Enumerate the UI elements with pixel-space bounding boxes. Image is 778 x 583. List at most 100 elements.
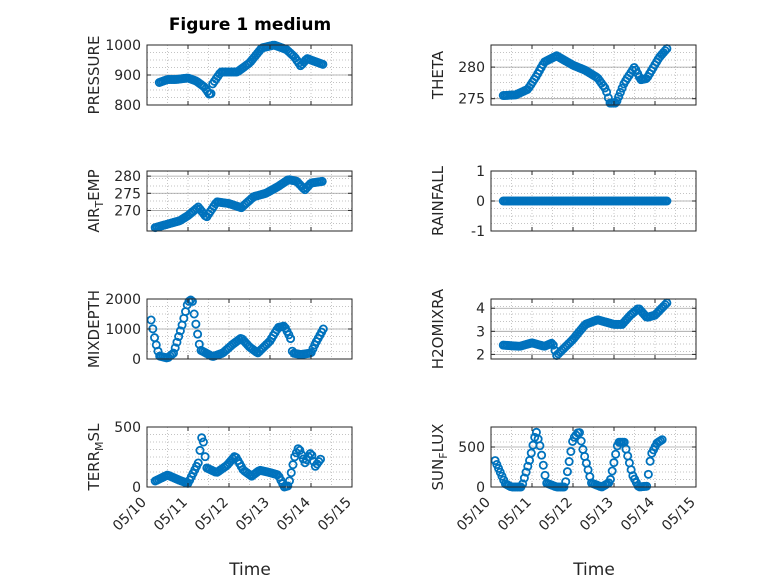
y-tick-label: -1: [471, 224, 485, 240]
y-tick-label: 280: [114, 169, 141, 185]
y-axis-label: THETA: [429, 50, 447, 100]
data-point: [191, 319, 201, 329]
data-point: [607, 466, 617, 476]
y-axis-label: MIXDEPTH: [85, 290, 103, 368]
data-point: [548, 340, 558, 350]
data-point: [562, 467, 572, 477]
y-tick-label: 4: [476, 301, 485, 317]
data-point: [187, 296, 197, 306]
data-point: [526, 448, 536, 458]
x-tick-label: 05/14: [618, 494, 658, 534]
data-point: [566, 446, 576, 456]
data-point: [643, 469, 653, 479]
y-tick-label: 280: [458, 60, 485, 76]
x-tick-label: 05/15: [659, 495, 699, 535]
data-point: [305, 449, 315, 459]
data-point: [561, 477, 571, 487]
x-tick-label: 05/12: [536, 495, 576, 535]
axes-frame: [490, 426, 697, 488]
data-point: [167, 350, 177, 360]
y-tick-label: 0: [476, 480, 485, 496]
data-point: [611, 449, 621, 459]
y-tick-label: 1000: [105, 38, 141, 54]
data-point: [318, 324, 328, 334]
y-axis-label: AIRTEMP: [85, 169, 106, 232]
x-tick-label: 05/11: [495, 495, 535, 535]
data-point: [537, 450, 547, 460]
y-axis-label: RAINFALL: [429, 165, 447, 236]
data-point: [195, 445, 205, 455]
figure-title: Figure 1 medium: [169, 15, 331, 35]
y-tick-label: 500: [458, 440, 485, 456]
data-point: [317, 176, 327, 186]
panel-terr-msl: 0 500 05/10 05/11 05/12 05/13 05/14 05/15 TERRMS…: [85, 420, 355, 534]
data-point: [535, 441, 545, 451]
y-tick-label: 0: [132, 352, 141, 368]
data-point: [602, 87, 612, 97]
data-point: [186, 295, 196, 305]
x-tick-label: 05/12: [192, 495, 232, 535]
data-point: [615, 87, 625, 97]
x-tick-label: 05/11: [151, 495, 191, 535]
y-tick-label: 900: [114, 68, 141, 84]
data-point: [286, 468, 296, 478]
y-tick-label: 500: [114, 420, 141, 436]
data-point: [170, 343, 180, 353]
y-axis-label: PRESSURE: [85, 36, 103, 115]
data-point: [574, 428, 584, 438]
y-axis-label: H2OMIXRA: [429, 288, 447, 369]
axes-frame: [146, 426, 353, 488]
data-point: [645, 456, 655, 466]
y-tick-label: 1000: [105, 322, 141, 338]
data-point: [316, 454, 326, 464]
data-point: [172, 337, 182, 347]
data-point: [642, 481, 652, 491]
y-axis-label: SUNFLUX: [429, 424, 450, 491]
x-tick-label: 05/10: [454, 495, 494, 535]
y-tick-label: 3: [476, 324, 485, 340]
x-axis-label-right: Time: [572, 560, 615, 580]
y-tick-label: 270: [114, 203, 141, 219]
data-point: [660, 46, 670, 56]
y-tick-label: 275: [458, 92, 485, 108]
data-point: [617, 83, 627, 93]
data-point: [193, 458, 203, 468]
data-point: [295, 445, 305, 455]
panel-theta: 275 280 THETA: [429, 44, 697, 108]
data-point: [547, 338, 557, 348]
y-tick-label: 2000: [105, 292, 141, 308]
data-point: [197, 433, 207, 443]
y-tick-label: 0: [132, 480, 141, 496]
axes-frame: [490, 44, 697, 106]
data-point: [285, 476, 295, 486]
data-point: [198, 437, 208, 447]
data-point: [150, 333, 160, 343]
y-tick-label: 1: [476, 164, 485, 180]
x-tick-label: 05/15: [315, 495, 355, 535]
data-point: [189, 309, 199, 319]
data-point: [286, 334, 296, 344]
panel-h2omixra: 2 3 4 H2OMIXRA: [429, 288, 697, 369]
data-point: [318, 59, 328, 69]
data-point: [175, 326, 185, 336]
y-tick-label: 800: [114, 98, 141, 114]
panel-rainfall: -1 0 1 RAINFALL: [429, 164, 697, 240]
x-axis-label-left: Time: [228, 560, 271, 580]
y-tick-label: 2: [476, 347, 485, 363]
x-tick-label: 05/14: [274, 494, 314, 534]
data-point: [576, 436, 586, 446]
data-point: [206, 89, 216, 99]
x-tick-label: 05/10: [110, 495, 150, 535]
y-tick-label: 0: [476, 194, 485, 210]
data-point: [193, 329, 203, 339]
data-point: [540, 470, 550, 480]
data-point: [168, 348, 178, 358]
data-point: [538, 460, 548, 470]
panel-sun-flux: 0 500 05/10 05/11 05/12 05/13 05/14 05/15 SUNFLU…: [429, 424, 699, 535]
x-tick-label: 05/13: [577, 495, 617, 535]
data-point: [174, 332, 184, 342]
